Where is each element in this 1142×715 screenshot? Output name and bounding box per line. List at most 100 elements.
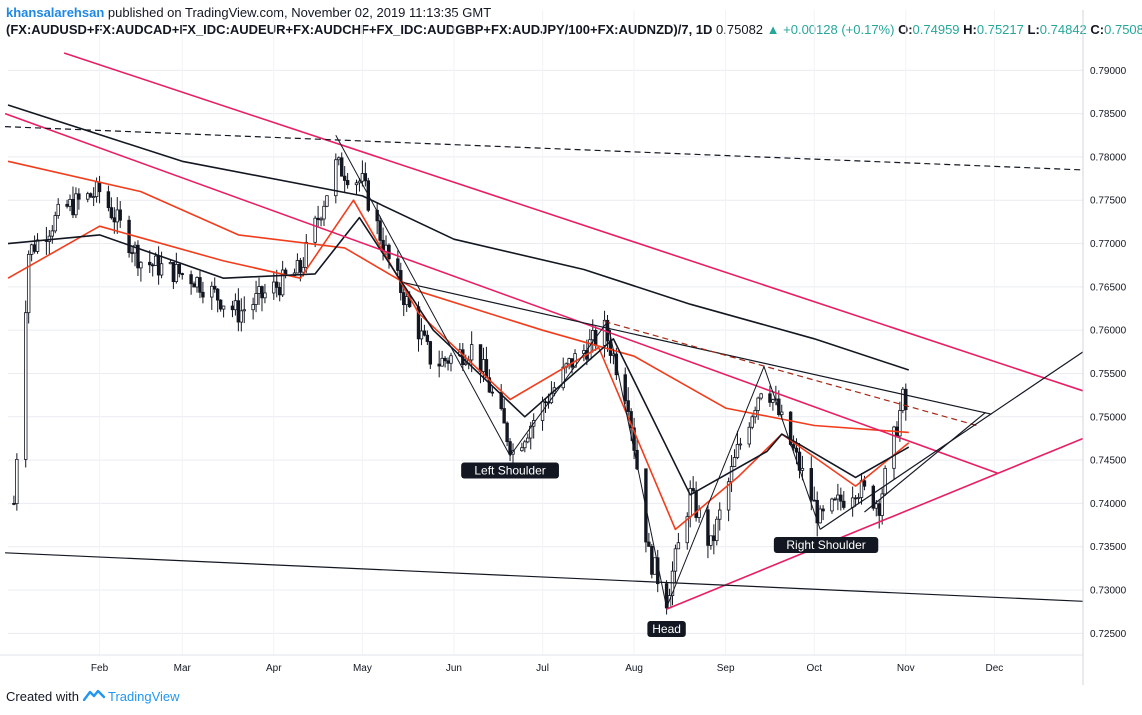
candle-up [676, 542, 681, 550]
candle-up [153, 255, 158, 266]
label-text: Left Shoulder [474, 464, 545, 478]
candle-up [94, 181, 99, 197]
candle-up [35, 239, 40, 252]
created-with-text: Created with [6, 689, 79, 704]
candle-down [812, 499, 816, 502]
trendline [604, 320, 977, 427]
candle-up [304, 241, 308, 268]
published-text: published on TradingView.com, November 0… [107, 5, 492, 20]
candle-down [260, 286, 264, 299]
candle-up [50, 230, 54, 237]
candle-down [112, 217, 117, 223]
candle-down [363, 173, 368, 182]
candle-down [218, 299, 223, 310]
candle-down [691, 488, 695, 492]
price-change: ▲ +0.00128 (+0.17%) [766, 22, 895, 37]
author-name[interactable]: khansalarehsan [6, 5, 105, 20]
trendline [63, 52, 1084, 392]
candle-up [715, 518, 719, 542]
candle-up [257, 286, 261, 294]
candle-up [24, 312, 28, 460]
candle-down [833, 498, 837, 501]
time-axis[interactable]: Feb Mar Apr May Jun Jul Aug Sep Oct Nov Dec [0, 654, 1083, 674]
candle-up [747, 426, 751, 445]
candle-up [523, 441, 527, 449]
candle-down [706, 509, 710, 546]
candle-up [529, 425, 533, 439]
candle-down [422, 330, 427, 336]
candle-up [526, 437, 530, 443]
time-tick-label: Nov [897, 663, 915, 674]
candle-down [478, 344, 483, 372]
candle-up [673, 548, 678, 572]
candle-up [56, 203, 60, 216]
candle-up [726, 481, 731, 511]
high-value: 0.75217 [976, 22, 1024, 37]
candle-up [239, 310, 244, 323]
candle-up [29, 244, 34, 255]
candle-up [850, 497, 855, 508]
candle-down [853, 497, 858, 500]
candle-down [508, 441, 512, 455]
label-box [773, 536, 879, 553]
candle-down [278, 286, 282, 296]
candle-down [189, 274, 193, 285]
candle-down [236, 300, 241, 323]
candle-up [759, 393, 763, 399]
candle-up [159, 263, 164, 276]
low-label: L: [1027, 22, 1040, 37]
candle-up [729, 466, 734, 483]
candle-down [904, 388, 908, 411]
candle-down [275, 281, 279, 288]
time-tick-label: Feb [91, 663, 109, 674]
candle-up [325, 195, 329, 207]
candle-up [53, 215, 57, 232]
candle-up [334, 159, 338, 197]
candle-up [892, 426, 896, 469]
candle-up [836, 494, 840, 500]
candle-down [877, 503, 881, 516]
high-label: H: [963, 22, 977, 37]
candle-down [32, 244, 37, 252]
candle-down [446, 360, 450, 364]
candle-down [437, 363, 441, 367]
candle-down [626, 400, 630, 412]
time-tick-label: May [353, 663, 372, 674]
open-value: 0.74959 [912, 22, 960, 37]
candle-down [340, 157, 344, 177]
price-axis[interactable]: 0.79000 0.78500 0.78000 0.77500 0.77000 0.765… [1082, 10, 1127, 685]
candle-down [647, 541, 651, 547]
candle-up [880, 493, 884, 516]
candle-up [419, 330, 424, 340]
trendline [864, 412, 986, 513]
candle-down [215, 288, 220, 301]
candle-up [272, 281, 276, 294]
candle-down [862, 480, 867, 487]
candle-up [567, 358, 571, 365]
candle-down [201, 291, 205, 298]
candle-down [109, 207, 114, 219]
candle-up [800, 468, 805, 471]
candle-up [301, 266, 306, 273]
candle-up [718, 509, 722, 520]
trendline [5, 552, 1084, 602]
candle-up [360, 173, 365, 182]
pattern-label: Left Shoulder [461, 462, 559, 479]
candle-down [428, 341, 433, 365]
label-box [461, 462, 559, 479]
candle-down [650, 546, 654, 575]
moving-average-line [7, 160, 909, 434]
candle-up [139, 261, 143, 269]
candle-down [842, 500, 846, 508]
label-text: Right Shoulder [786, 538, 865, 552]
candle-down [505, 422, 509, 443]
candle-down [794, 447, 799, 453]
candlestick-series [12, 152, 908, 615]
close-value: 0.75082 [1104, 22, 1142, 37]
candle-up [709, 535, 713, 546]
tradingview-brand[interactable]: TradingView [107, 689, 180, 704]
footer: Created with TradingView [6, 689, 180, 704]
trendline [403, 281, 992, 415]
candle-down [396, 258, 400, 271]
